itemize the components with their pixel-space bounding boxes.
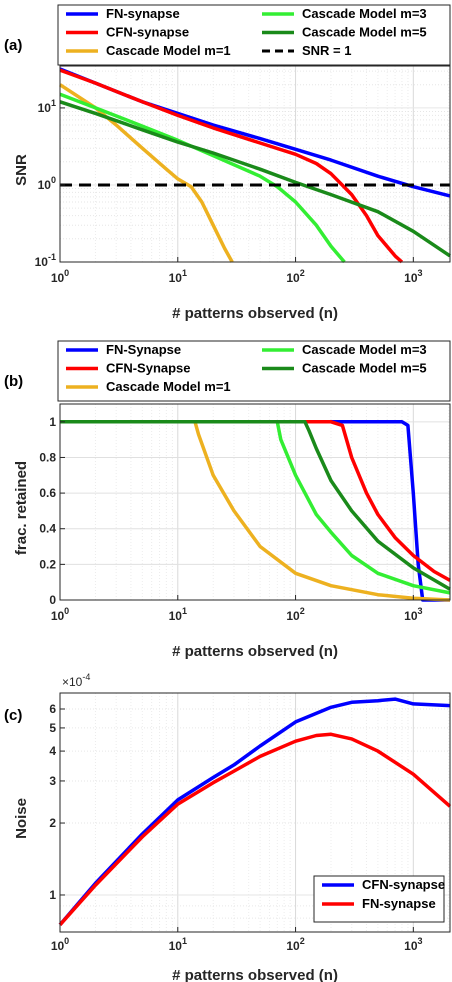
legend-entry: Cascade Model m=3	[302, 6, 427, 21]
series-line-cascade-model-m-3	[59, 92, 346, 264]
y-tick-label: 3	[49, 774, 56, 788]
legend: FN-Synapse Cascade Model m=3 CFN-Synapse Ca…	[57, 340, 451, 402]
axes-frame	[59, 403, 451, 601]
y-tick-label: 0.6	[39, 486, 56, 500]
series-group	[58, 697, 452, 926]
y-tick-label: 4	[49, 744, 56, 758]
y-axis-label: frac. retained	[13, 461, 30, 555]
y-axis-label: SNR	[13, 154, 30, 186]
x-tick-label: 102	[286, 606, 304, 623]
x-tick-label: 102	[286, 268, 304, 285]
x-axis-label: # patterns observed (n)	[172, 305, 338, 322]
legend-entry: Cascade Model m=5	[302, 25, 427, 40]
y-tick-label: 0.2	[39, 557, 56, 571]
series-line-cascade-model-m-5	[59, 100, 451, 258]
x-axis-label: # patterns observed (n)	[172, 643, 338, 660]
legend-entry: FN-synapse	[106, 6, 180, 21]
series-line-cfn-synapse	[58, 697, 451, 926]
axes-frame	[59, 692, 451, 933]
series-line-fn-synapse	[58, 732, 452, 926]
y-tick-label: 101	[38, 98, 56, 115]
series-group	[59, 67, 451, 264]
axes-frame	[59, 65, 451, 263]
x-tick-label: 100	[51, 606, 69, 623]
legend-box	[57, 340, 451, 402]
y-axis-label: Noise	[13, 798, 30, 839]
y-tick-label: 2	[49, 816, 56, 830]
panel-label: (b)	[4, 373, 23, 390]
x-tick-label: 100	[51, 936, 69, 953]
legend-entry: FN-synapse	[362, 896, 436, 911]
y-tick-label: 6	[49, 702, 56, 716]
x-tick-label: 102	[286, 936, 304, 953]
legend-entry: Cascade Model m=1	[106, 379, 231, 394]
panel-2: 100 101 102 103 1 2 3 4 5 6 # patterns observed (n…	[4, 672, 452, 982]
legend-entry: Cascade Model m=5	[302, 361, 427, 376]
legend-entry: SNR = 1	[302, 43, 352, 58]
x-tick-label: 101	[169, 936, 187, 953]
x-tick-label: 101	[169, 606, 187, 623]
legend-entry: Cascade Model m=1	[106, 43, 231, 58]
y-tick-label: 5	[49, 721, 56, 735]
legend-entry: FN-Synapse	[106, 342, 181, 357]
panel-label: (c)	[4, 707, 22, 724]
y-tick-label: 0.4	[39, 522, 56, 536]
series-line-cfn-synapse	[59, 68, 404, 264]
x-tick-label: 100	[51, 268, 69, 285]
x-axis-label: # patterns observed (n)	[172, 967, 338, 982]
series-line-cascade-model-m-5	[60, 420, 451, 591]
panel-1: 100 101 102 103 0 0.2 0.4 0.6 0.8 1 # patterns obs…	[4, 340, 451, 660]
panel-label: (a)	[4, 37, 22, 54]
y-tick-label: 1	[49, 415, 56, 429]
y-tick-label: 1	[49, 888, 56, 902]
x-tick-label: 103	[404, 606, 422, 623]
legend: CFN-synapse FN-synapse	[313, 875, 445, 923]
x-tick-label: 101	[169, 268, 187, 285]
legend-box	[57, 4, 451, 66]
legend: FN-synapse Cascade Model m=3 CFN-synapse Ca…	[57, 4, 451, 66]
series-line-cascade-model-m-1	[60, 420, 451, 602]
legend-entry: CFN-Synapse	[106, 361, 191, 376]
x-tick-label: 103	[404, 268, 422, 285]
x-tick-label: 103	[404, 936, 422, 953]
series-line-cfn-synapse	[60, 420, 451, 582]
exponent-label: ×10-4	[62, 672, 90, 689]
y-tick-label: 0	[49, 593, 56, 607]
y-tick-label: 0.8	[39, 450, 56, 464]
series-line-cascade-model-m-3	[60, 420, 451, 595]
y-tick-label: 100	[38, 175, 56, 192]
legend-entry: CFN-synapse	[106, 25, 189, 40]
legend-entry: CFN-synapse	[362, 877, 445, 892]
legend-entry: Cascade Model m=3	[302, 342, 427, 357]
y-tick-label: 10-1	[35, 252, 56, 269]
